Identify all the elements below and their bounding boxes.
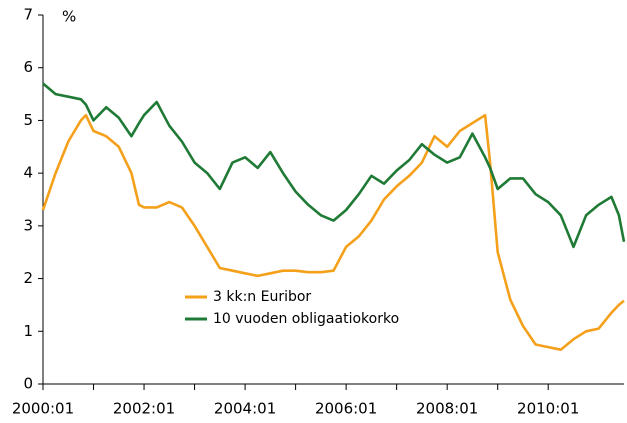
y-axis-label: %	[62, 8, 76, 26]
x-tick-label: 2010:01	[517, 400, 579, 418]
series-line	[41, 113, 625, 351]
y-tick-label: 2	[23, 269, 33, 287]
y-tick-label: 1	[23, 322, 33, 340]
y-tick-label: 4	[23, 164, 33, 182]
series-line	[42, 82, 626, 249]
legend-label: 3 kk:n Euribor	[213, 289, 311, 305]
x-tick-label: 2000:01	[12, 400, 74, 418]
x-tick-label: 2004:01	[214, 400, 276, 418]
legend-label: 10 vuoden obligaatiokorko	[213, 311, 399, 327]
x-tick-label: 2006:01	[315, 400, 377, 418]
y-tick-label: 5	[23, 111, 33, 129]
x-tick-label: 2008:01	[416, 400, 478, 418]
y-tick-label: 0	[23, 375, 33, 393]
y-tick-label: 7	[23, 6, 33, 24]
y-tick-label: 6	[23, 58, 33, 76]
x-tick-label: 2002:01	[113, 400, 175, 418]
y-tick-label: 3	[23, 216, 33, 234]
